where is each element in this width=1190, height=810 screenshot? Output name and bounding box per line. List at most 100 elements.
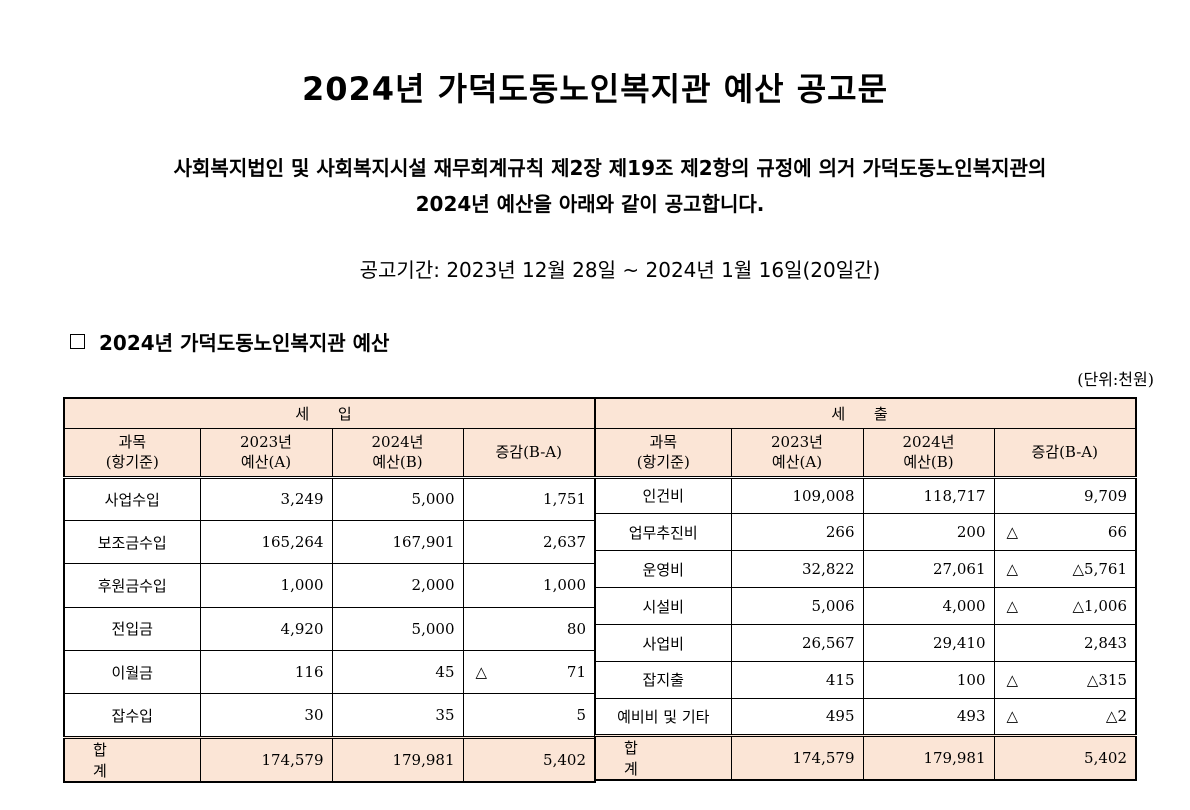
table-row: 사업비 26,567 29,410 2,843 xyxy=(594,624,1137,662)
unit-label: (단위:천원) xyxy=(1077,370,1154,389)
intro-line-2: 2024년 예산을 아래와 같이 공고합니다. xyxy=(415,192,765,216)
row-2023: 30 xyxy=(199,693,333,738)
table-row: 후원금수입 1,000 2,000 1,000 xyxy=(63,563,596,608)
row-2024: 167,901 xyxy=(331,519,464,565)
col-subject: 과목 (항기준) xyxy=(63,427,201,478)
total-diff: 5,402 xyxy=(462,735,596,783)
row-diff: 2,637 xyxy=(462,519,596,565)
row-diff: 1,000 xyxy=(462,563,596,608)
row-diff-value: 9,709 xyxy=(1084,486,1127,505)
row-diff: △ △5,761 xyxy=(993,550,1137,589)
row-diff: 80 xyxy=(462,606,596,652)
row-2024: 45 xyxy=(331,650,464,695)
row-diff-value: △5,761 xyxy=(1072,560,1127,579)
total-diff: 5,402 xyxy=(993,733,1137,781)
expense-total-row: 합 계 174,579 179,981 5,402 xyxy=(594,733,1137,781)
row-2024: 5,000 xyxy=(331,476,464,521)
row-2023: 1,000 xyxy=(199,563,333,608)
row-2024: 493 xyxy=(862,697,995,736)
row-diff-value: 5 xyxy=(576,706,586,725)
row-diff: △ △315 xyxy=(993,660,1137,699)
row-diff-value: 1,751 xyxy=(543,490,586,509)
row-2024: 29,410 xyxy=(862,624,995,662)
row-subject: 후원금수입 xyxy=(63,563,201,608)
row-2023: 4,920 xyxy=(199,606,333,652)
row-diff: △ 71 xyxy=(462,650,596,695)
total-2024: 179,981 xyxy=(331,735,464,783)
row-subject: 업무추진비 xyxy=(594,513,732,552)
decrease-mark: △ xyxy=(1006,560,1019,579)
total-2023: 174,579 xyxy=(730,733,864,781)
total-label: 합 계 xyxy=(594,733,732,781)
income-table: 세 입 과목 (항기준) 2023년 예산(A) 2024년 예산(B) 증감(B-A… xyxy=(63,397,596,783)
row-2023: 3,249 xyxy=(199,476,333,521)
row-diff: 1,751 xyxy=(462,476,596,521)
table-row: 잡수입 30 35 5 xyxy=(63,693,596,738)
row-2024: 118,717 xyxy=(862,476,995,515)
row-2024: 4,000 xyxy=(862,587,995,626)
row-diff: △ 66 xyxy=(993,513,1137,552)
intro-line-1: 사회복지법인 및 사회복지시설 재무회계규칙 제2장 제19조 제2항의 규정에… xyxy=(173,156,1047,180)
col-2024: 2024년 예산(B) xyxy=(331,427,464,478)
row-diff-value: 2,843 xyxy=(1084,634,1127,652)
section-title: 2024년 가덕도동노인복지관 예산 xyxy=(99,331,390,355)
decrease-mark: △ xyxy=(1006,670,1019,689)
row-diff: 5 xyxy=(462,693,596,738)
decrease-mark: △ xyxy=(1006,523,1019,542)
total-2023: 174,579 xyxy=(199,735,333,783)
col-diff: 증감(B-A) xyxy=(462,427,596,478)
row-subject: 운영비 xyxy=(594,550,732,589)
row-subject: 시설비 xyxy=(594,587,732,626)
row-diff: 2,843 xyxy=(993,624,1137,662)
page-title: 2024년 가덕도동노인복지관 예산 공고문 xyxy=(301,70,889,108)
row-2023: 415 xyxy=(730,660,864,699)
col-2024: 2024년 예산(B) xyxy=(862,427,995,478)
row-2023: 109,008 xyxy=(730,476,864,515)
table-row: 예비비 및 기타 495 493 △ △2 xyxy=(594,697,1137,736)
section-heading: 2024년 가덕도동노인복지관 예산 xyxy=(70,327,389,356)
table-row: 운영비 32,822 27,061 △ △5,761 xyxy=(594,550,1137,589)
table-row: 업무추진비 266 200 △ 66 xyxy=(594,513,1137,552)
row-diff: 9,709 xyxy=(993,476,1137,515)
decrease-mark: △ xyxy=(1006,597,1019,616)
row-diff-value: △1,006 xyxy=(1072,597,1127,616)
row-2024: 27,061 xyxy=(862,550,995,589)
row-2024: 2,000 xyxy=(331,563,464,608)
row-diff-value: 66 xyxy=(1107,523,1127,542)
col-2023: 2023년 예산(A) xyxy=(730,427,864,478)
notice-period: 공고기간: 2023년 12월 28일 ~ 2024년 1월 16일(20일간) xyxy=(359,258,881,282)
table-row: 잡지출 415 100 △ △315 xyxy=(594,660,1137,699)
row-diff-value: 80 xyxy=(566,619,586,638)
row-diff: △ △1,006 xyxy=(993,587,1137,626)
row-2023: 495 xyxy=(730,697,864,736)
row-diff-value: 1,000 xyxy=(543,576,586,595)
table-row: 시설비 5,006 4,000 △ △1,006 xyxy=(594,587,1137,626)
row-subject: 사업수입 xyxy=(63,476,201,521)
row-2023: 266 xyxy=(730,513,864,552)
checkbox-icon xyxy=(70,334,85,349)
row-diff-value: 71 xyxy=(566,663,586,682)
row-2023: 32,822 xyxy=(730,550,864,589)
table-row: 인건비 109,008 118,717 9,709 xyxy=(594,476,1137,515)
decrease-mark: △ xyxy=(475,663,488,682)
row-2023: 165,264 xyxy=(199,519,333,565)
row-subject: 잡지출 xyxy=(594,660,732,699)
row-2023: 5,006 xyxy=(730,587,864,626)
table-row: 전입금 4,920 5,000 80 xyxy=(63,606,596,652)
table-row: 사업수입 3,249 5,000 1,751 xyxy=(63,476,596,521)
col-2023: 2023년 예산(A) xyxy=(199,427,333,478)
expense-table: 세 출 과목 (항기준) 2023년 예산(A) 2024년 예산(B) 증감(B-A… xyxy=(594,397,1137,781)
table-row: 이월금 116 45 △ 71 xyxy=(63,650,596,695)
row-2024: 100 xyxy=(862,660,995,699)
row-2023: 116 xyxy=(199,650,333,695)
total-2024: 179,981 xyxy=(862,733,995,781)
decrease-mark: △ xyxy=(1006,707,1019,726)
row-subject: 잡수입 xyxy=(63,693,201,738)
income-total-row: 합 계 174,579 179,981 5,402 xyxy=(63,735,596,783)
expense-group-header: 세 출 xyxy=(594,397,1137,429)
row-subject: 사업비 xyxy=(594,624,732,662)
total-label: 합 계 xyxy=(63,735,201,783)
table-row: 보조금수입 165,264 167,901 2,637 xyxy=(63,519,596,565)
row-subject: 보조금수입 xyxy=(63,519,201,565)
row-2024: 200 xyxy=(862,513,995,552)
